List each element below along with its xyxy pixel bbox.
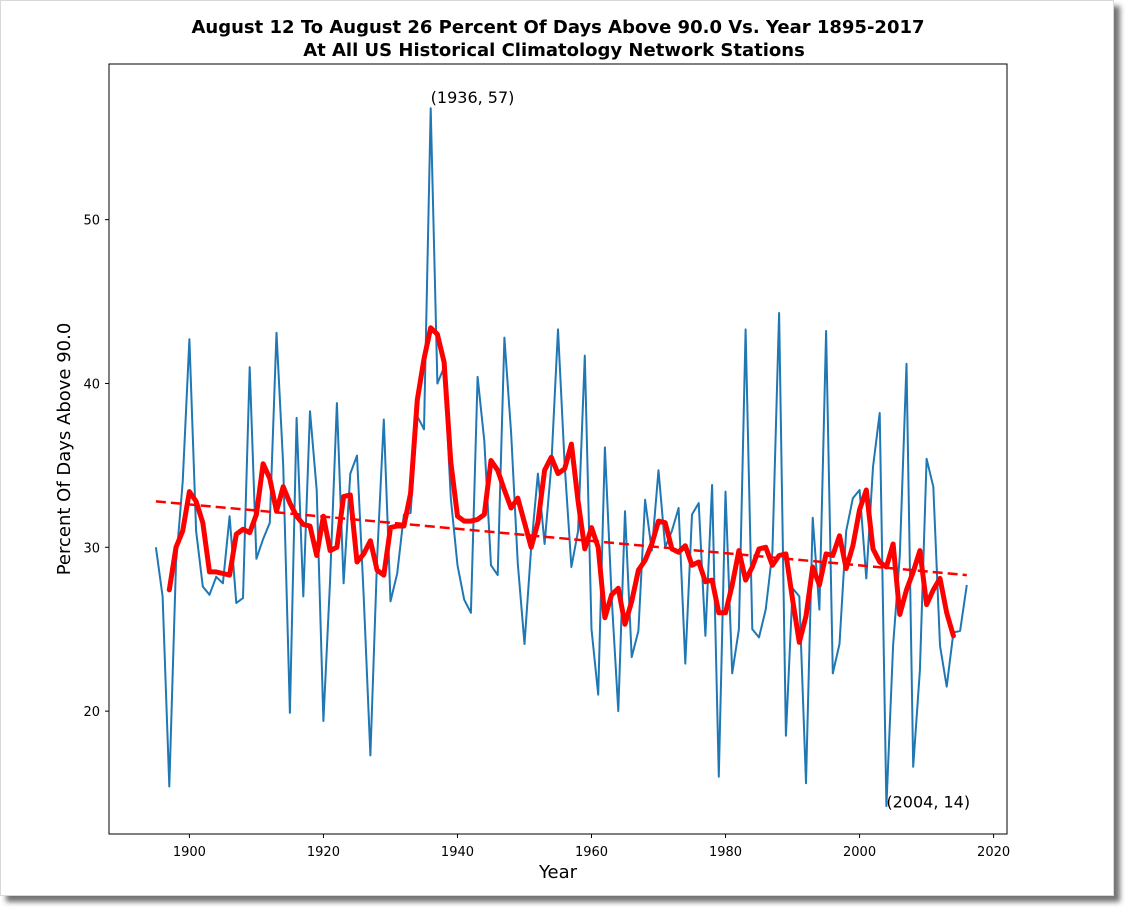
annotation-label: (1936, 57) [431, 88, 515, 107]
x-tick-label: 1920 [307, 845, 340, 860]
y-tick-label: 40 [83, 377, 100, 392]
y-tick-label: 50 [83, 214, 100, 229]
x-tick-label: 1940 [441, 845, 474, 860]
x-axis: 1900 1920 1940 1960 1980 2000 2020 [173, 834, 1010, 860]
series-layer [154, 107, 968, 808]
smoothed-series-line [166, 325, 956, 645]
chart-subtitle: At All US Historical Climatology Network… [303, 40, 805, 61]
y-tick-label: 30 [83, 541, 100, 556]
raw-series-line [154, 107, 968, 808]
y-tick-label: 20 [83, 705, 100, 720]
x-tick-label: 2020 [977, 845, 1010, 860]
x-tick-label: 2000 [843, 845, 876, 860]
x-tick-label: 1900 [173, 845, 206, 860]
y-axis-label: Percent Of Days Above 90.0 [54, 323, 75, 576]
x-axis-label: Year [538, 862, 578, 883]
x-tick-label: 1980 [709, 845, 742, 860]
trend-line [155, 500, 967, 577]
x-tick-label: 1960 [575, 845, 608, 860]
annotation-label: (2004, 14) [886, 792, 970, 811]
annotations: (1936, 57) (2004, 14) [431, 88, 970, 811]
y-axis: 20 30 40 50 [83, 214, 109, 720]
plot-area [108, 63, 1008, 835]
chart-title: August 12 To August 26 Percent Of Days A… [191, 17, 924, 38]
